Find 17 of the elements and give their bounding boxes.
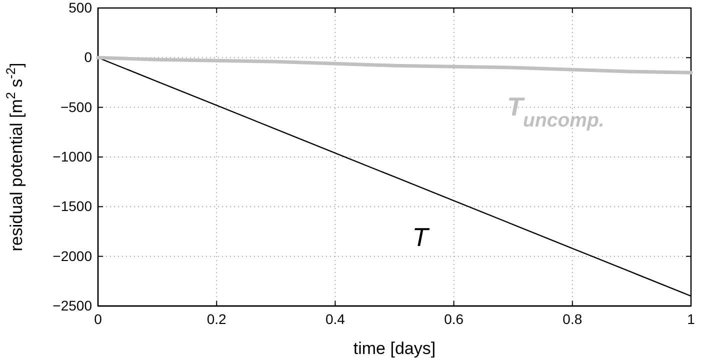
x-tick-label: 0 bbox=[94, 310, 102, 327]
x-tick-label: 0.6 bbox=[444, 310, 464, 327]
x-axis-title: time [days] bbox=[353, 339, 436, 358]
y-tick-label: 0 bbox=[84, 49, 92, 66]
series-label: T bbox=[412, 222, 430, 252]
y-tick-label: −2500 bbox=[52, 297, 92, 314]
y-tick-label: 500 bbox=[68, 0, 92, 16]
x-tick-label: 0.2 bbox=[206, 310, 227, 327]
y-tick-label: −1000 bbox=[52, 148, 92, 164]
y-tick-label: −500 bbox=[60, 98, 92, 115]
x-tick-label: 0.8 bbox=[562, 310, 582, 327]
y-tick-label: −1500 bbox=[52, 198, 92, 214]
y-tick-label: −2000 bbox=[52, 248, 92, 264]
x-tick-label: 1 bbox=[687, 310, 696, 327]
x-tick-label: 0.4 bbox=[325, 310, 346, 327]
line-series bbox=[96, 56, 693, 74]
series-label: T$_{uncomp.}$ bbox=[507, 92, 604, 132]
